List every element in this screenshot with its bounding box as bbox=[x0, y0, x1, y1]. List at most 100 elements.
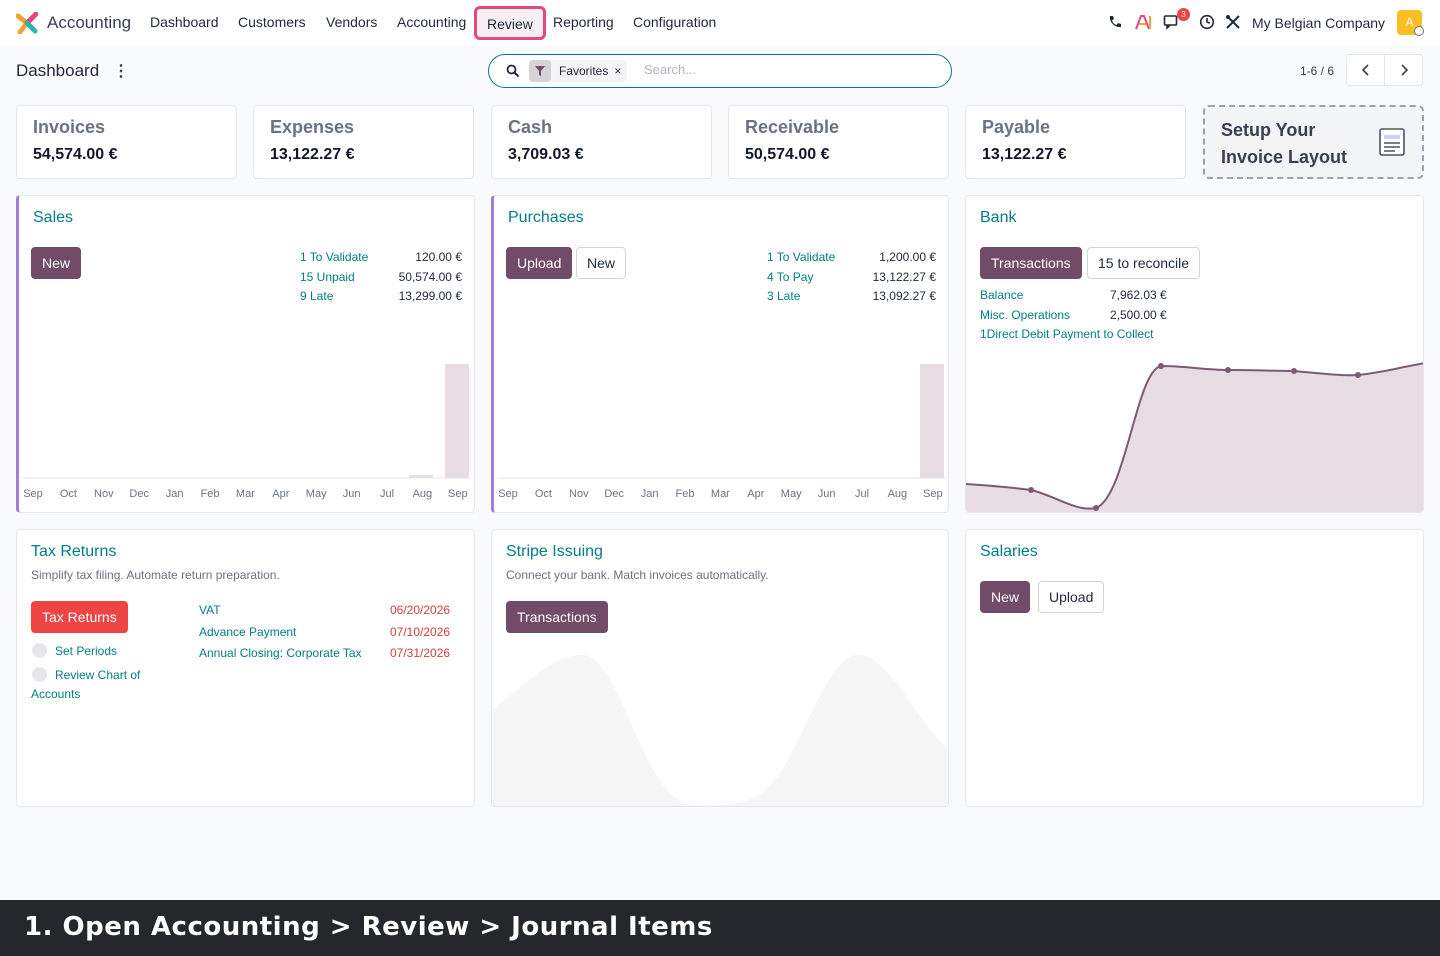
x-axis-tick-label: Jul bbox=[379, 488, 395, 500]
card-title[interactable]: Purchases bbox=[508, 209, 584, 226]
stat-value: 1,200.00 € bbox=[879, 250, 936, 264]
stat-late[interactable]: 9 Late bbox=[300, 289, 334, 303]
card-subtitle: Connect your bank. Match invoices automa… bbox=[506, 568, 769, 582]
chart-bar[interactable] bbox=[920, 364, 944, 478]
kpi-payable[interactable]: Payable 13,122.27 € bbox=[965, 105, 1186, 179]
kpi-expenses[interactable]: Expenses 13,122.27 € bbox=[253, 105, 474, 179]
new-bill-button[interactable]: New bbox=[576, 247, 627, 279]
kpi-value: 54,574.00 € bbox=[33, 146, 118, 163]
stripe-issuing-card: Stripe Issuing Connect your bank. Match … bbox=[491, 529, 949, 807]
review-chart-of-accounts-link[interactable]: Accounts bbox=[31, 687, 81, 701]
stat-value: 50,574.00 € bbox=[398, 270, 462, 284]
chart-point[interactable] bbox=[1093, 505, 1099, 511]
stat-unpaid[interactable]: 15 Unpaid bbox=[300, 270, 355, 284]
new-invoice-button[interactable]: New bbox=[31, 247, 82, 279]
bank-journal-card: Bank Transactions 15 to reconcile Balanc… bbox=[965, 195, 1424, 513]
kpi-value: 13,122.27 € bbox=[270, 146, 355, 163]
card-title[interactable]: Tax Returns bbox=[31, 543, 117, 560]
review-chart-of-accounts-link[interactable]: Review Chart of bbox=[55, 668, 141, 682]
stat-to-validate[interactable]: 1 To Validate bbox=[767, 250, 836, 264]
salaries-card: Salaries New Upload bbox=[965, 529, 1424, 807]
chart-bar[interactable] bbox=[409, 475, 433, 478]
kpi-cash[interactable]: Cash 3,709.03 € bbox=[491, 105, 712, 179]
x-axis-tick-label: Jan bbox=[165, 488, 184, 500]
x-axis-tick-label: May bbox=[780, 488, 802, 500]
pager-previous-button[interactable] bbox=[1346, 54, 1385, 86]
tools-icon[interactable] bbox=[1225, 14, 1241, 30]
setup-text: Setup Your Invoice Layout bbox=[1221, 117, 1347, 171]
deadline-annual-closing[interactable]: Annual Closing: Corporate Tax bbox=[199, 646, 362, 660]
search-icon[interactable] bbox=[506, 64, 520, 78]
stat-value: 13,092.27 € bbox=[872, 289, 936, 303]
chart-bar[interactable] bbox=[445, 364, 469, 478]
chart-point[interactable] bbox=[1355, 372, 1361, 378]
menu-customers[interactable]: Customers bbox=[238, 14, 306, 30]
chart-point[interactable] bbox=[1225, 367, 1231, 373]
salaries-new-button[interactable]: New bbox=[980, 581, 1031, 613]
filter-icon bbox=[529, 60, 551, 82]
search-input[interactable] bbox=[644, 62, 934, 77]
upload-bill-button[interactable]: Upload bbox=[506, 247, 573, 279]
card-title[interactable]: Salaries bbox=[980, 543, 1038, 560]
kpi-receivable[interactable]: Receivable 50,574.00 € bbox=[728, 105, 949, 179]
menu-vendors[interactable]: Vendors bbox=[326, 14, 378, 30]
pager-value[interactable]: 1-6 / 6 bbox=[1300, 64, 1335, 78]
stat-late[interactable]: 3 Late bbox=[767, 289, 801, 303]
chart-point[interactable] bbox=[1158, 363, 1164, 369]
pager-next-button[interactable] bbox=[1384, 54, 1423, 86]
x-axis-tick-label: Jun bbox=[817, 488, 836, 500]
chart-point[interactable] bbox=[1028, 487, 1034, 493]
notification-badge: 3 bbox=[1177, 8, 1190, 21]
stat-to-pay[interactable]: 4 To Pay bbox=[767, 270, 814, 284]
card-title[interactable]: Stripe Issuing bbox=[506, 543, 603, 560]
stat-misc-operations[interactable]: Misc. Operations bbox=[980, 308, 1071, 322]
tax-returns-button[interactable]: Tax Returns bbox=[31, 601, 128, 633]
bank-balance-chart bbox=[966, 362, 1423, 512]
app-name[interactable]: Accounting bbox=[47, 13, 132, 32]
instruction-caption: 1. Open Accounting > Review > Journal It… bbox=[24, 912, 713, 942]
x-axis-tick-label: Nov bbox=[94, 488, 114, 500]
kpi-label: Invoices bbox=[33, 117, 106, 137]
setup-invoice-layout-card[interactable]: Setup Your Invoice Layout bbox=[1203, 105, 1424, 179]
menu-accounting[interactable]: Accounting bbox=[397, 14, 467, 30]
stat-value: 120.00 € bbox=[415, 250, 462, 264]
stripe-transactions-button[interactable]: Transactions bbox=[506, 601, 608, 633]
kpi-label: Receivable bbox=[745, 117, 840, 137]
remove-facet-icon[interactable]: × bbox=[614, 64, 622, 78]
chat-icon[interactable] bbox=[1163, 14, 1180, 30]
x-axis-tick-label: Nov bbox=[569, 488, 589, 500]
x-axis-tick-label: Dec bbox=[604, 488, 624, 500]
x-axis-tick-label: Aug bbox=[887, 488, 908, 500]
search-facet-favorites[interactable]: Favorites × bbox=[529, 60, 628, 82]
sales-bar-chart bbox=[22, 364, 471, 479]
ai-icon[interactable] bbox=[1135, 14, 1152, 30]
direct-debit-link[interactable]: 1Direct Debit Payment to Collect bbox=[980, 327, 1154, 341]
chart-point[interactable] bbox=[1291, 368, 1297, 374]
clock-icon[interactable] bbox=[1199, 14, 1215, 30]
deadline-vat[interactable]: VAT bbox=[199, 603, 221, 617]
stat-to-validate[interactable]: 1 To Validate bbox=[300, 250, 369, 264]
menu-reporting[interactable]: Reporting bbox=[553, 14, 614, 30]
transactions-button[interactable]: Transactions bbox=[980, 247, 1082, 279]
tax-returns-card: Tax Returns Simplify tax filing. Automat… bbox=[16, 529, 475, 807]
x-axis-tick-label: Apr bbox=[747, 488, 765, 500]
reconcile-button[interactable]: 15 to reconcile bbox=[1087, 247, 1201, 279]
menu-dashboard[interactable]: Dashboard bbox=[150, 14, 219, 30]
deadline-date: 07/31/2026 bbox=[390, 646, 451, 660]
stat-balance[interactable]: Balance bbox=[980, 288, 1024, 302]
checklist-circle-icon[interactable] bbox=[32, 643, 47, 658]
menu-review[interactable]: Review bbox=[474, 6, 546, 40]
menu-configuration[interactable]: Configuration bbox=[633, 14, 717, 30]
chevron-left-icon bbox=[1361, 64, 1369, 76]
checklist-circle-icon[interactable] bbox=[32, 667, 47, 682]
kpi-invoices[interactable]: Invoices 54,574.00 € bbox=[16, 105, 237, 179]
accounting-app-icon[interactable] bbox=[16, 12, 38, 34]
actions-menu-icon[interactable]: ⋮ bbox=[113, 63, 129, 80]
card-title[interactable]: Bank bbox=[980, 209, 1017, 226]
card-title[interactable]: Sales bbox=[33, 209, 74, 226]
phone-icon[interactable] bbox=[1107, 14, 1123, 30]
set-periods-link[interactable]: Set Periods bbox=[55, 644, 118, 658]
salaries-upload-button[interactable]: Upload bbox=[1038, 581, 1105, 613]
company-switcher[interactable]: My Belgian Company bbox=[1252, 15, 1386, 31]
deadline-advance-payment[interactable]: Advance Payment bbox=[199, 625, 297, 639]
